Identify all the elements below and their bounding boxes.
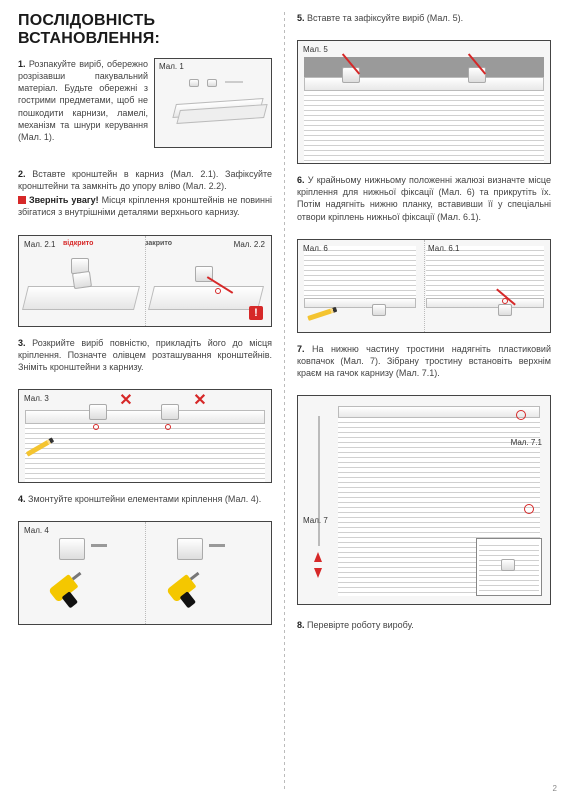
warning-icon xyxy=(18,196,26,204)
step-2-warn-label: Зверніть увагу! xyxy=(29,195,99,205)
figure-7: Мал. 7 Мал. 7.1 xyxy=(297,395,551,605)
figure-7-label: Мал. 7 xyxy=(303,516,328,525)
figure-5-label: Мал. 5 xyxy=(303,45,328,54)
step-5: 5. Вставте та зафіксуйте виріб (Мал. 5). xyxy=(297,12,551,24)
figure-3-label: Мал. 3 xyxy=(24,394,49,403)
step-7-num: 7. xyxy=(297,344,305,354)
step-2-num: 2. xyxy=(18,169,26,179)
step-5-num: 5. xyxy=(297,13,305,23)
step-7-text: На нижню частину тростини надягніть плас… xyxy=(297,344,551,378)
step-3-text: Розкрийте виріб повністю, прикладіть йог… xyxy=(18,338,272,372)
figure-1: Мал. 1 xyxy=(154,58,272,148)
figure-4: Мал. 4 xyxy=(18,521,272,625)
step-1-num: 1. xyxy=(18,59,26,69)
figure-2-1-label: Мал. 2.1 xyxy=(24,240,55,249)
right-column: 5. Вставте та зафіксуйте виріб (Мал. 5).… xyxy=(285,12,551,789)
status-closed-label: закрито xyxy=(145,240,172,247)
step-8-num: 8. xyxy=(297,620,305,630)
x-icon xyxy=(119,394,133,408)
page: ПОСЛІДОВНІСТЬ ВСТАНОВЛЕННЯ: 1. Розпакуйт… xyxy=(0,0,565,799)
x-icon xyxy=(193,394,207,408)
step-6-num: 6. xyxy=(297,175,305,185)
page-number: 2 xyxy=(553,784,557,793)
figure-4-label: Мал. 4 xyxy=(24,526,49,535)
step-4-num: 4. xyxy=(18,494,26,504)
step-4-text: Змонтуйте кронштейни елементами кріпленн… xyxy=(28,494,261,504)
step-3: 3. Розкрийте виріб повністю, прикладіть … xyxy=(18,337,272,373)
step-5-text: Вставте та зафіксуйте виріб (Мал. 5). xyxy=(307,13,463,23)
step-6: 6. У крайньому нижньому положенні жалюзі… xyxy=(297,174,551,223)
step-3-num: 3. xyxy=(18,338,26,348)
figure-6-1-label: Мал. 6.1 xyxy=(428,244,459,253)
drill-icon xyxy=(48,568,94,612)
step-2: 2. Вставте кронштейн в карниз (Мал. 2.1)… xyxy=(18,168,272,219)
step-8: 8. Перевірте роботу виробу. xyxy=(297,619,551,631)
figure-3: Мал. 3 xyxy=(18,389,272,483)
drill-icon xyxy=(166,568,212,612)
pencil-icon xyxy=(307,307,337,321)
step-1-text: Розпакуйте виріб, обережно розрізавши па… xyxy=(18,59,148,142)
wand-cap-icon xyxy=(314,552,322,562)
step-4: 4. Змонтуйте кронштейни елементами кріпл… xyxy=(18,493,272,505)
figure-1-label: Мал. 1 xyxy=(159,62,184,71)
figure-2: Мал. 2.1 відкрито закрито Мал. 2.2 xyxy=(18,235,272,327)
status-open-label: відкрито xyxy=(63,240,93,247)
figure-6: Мал. 6 Мал. 6.1 xyxy=(297,239,551,333)
figure-6-label: Мал. 6 xyxy=(303,244,328,253)
step-6-text: У крайньому нижньому положенні жалюзі ви… xyxy=(297,175,551,221)
left-column: ПОСЛІДОВНІСТЬ ВСТАНОВЛЕННЯ: 1. Розпакуйт… xyxy=(18,12,284,789)
figure-5: Мал. 5 xyxy=(297,40,551,164)
step-2-text: Вставте кронштейн в карниз (Мал. 2.1). З… xyxy=(18,169,272,191)
step-7: 7. На нижню частину тростини надягніть п… xyxy=(297,343,551,379)
figure-7-1-label: Мал. 7.1 xyxy=(511,438,542,447)
step-1: 1. Розпакуйте виріб, обережно розрізавши… xyxy=(18,58,272,158)
figure-2-2-label: Мал. 2.2 xyxy=(234,240,265,249)
step-8-text: Перевірте роботу виробу. xyxy=(307,620,414,630)
page-title: ПОСЛІДОВНІСТЬ ВСТАНОВЛЕННЯ: xyxy=(18,12,272,48)
alert-icon xyxy=(249,306,263,320)
